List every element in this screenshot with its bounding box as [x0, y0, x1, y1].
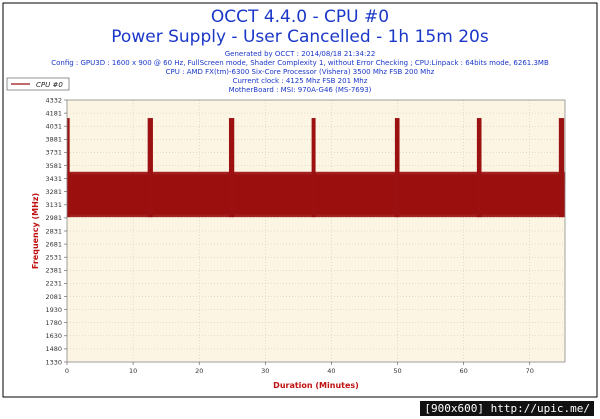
series-spike: [67, 118, 70, 218]
series-spike: [147, 118, 153, 218]
x-tick-label: 40: [327, 367, 335, 375]
x-tick-label: 20: [195, 367, 203, 375]
y-tick-label: 2531: [45, 254, 62, 262]
y-tick-label: 2381: [45, 267, 62, 275]
y-tick-label: 4181: [45, 109, 62, 117]
y-tick-label: 1480: [45, 345, 62, 353]
y-tick-label: 3881: [45, 136, 62, 144]
y-tick-label: 4031: [45, 123, 62, 131]
y-tick-label: 4332: [45, 96, 62, 104]
info-motherboard: MotherBoard : MSI: 970A-G46 (MS-7693): [229, 86, 372, 94]
footer-watermark: [900x600] http://upic.me/: [420, 401, 594, 416]
y-tick-label: 2081: [45, 293, 62, 301]
chart-title: OCCT 4.4.0 - CPU #0: [211, 7, 389, 27]
info-config: Config : GPU3D : 1600 x 900 @ 60 Hz, Ful…: [51, 59, 549, 67]
legend-label: CPU #0: [36, 81, 63, 89]
y-tick-label: 3431: [45, 175, 62, 183]
chart-subtitle: Power Supply - User Cancelled - 1h 15m 2…: [111, 27, 489, 47]
x-tick-label: 50: [393, 367, 401, 375]
y-tick-label: 3281: [45, 188, 62, 196]
y-tick-label: 3731: [45, 149, 62, 157]
series-band: [67, 174, 565, 215]
y-tick-label: 3581: [45, 162, 62, 170]
x-tick-label: 10: [129, 367, 137, 375]
y-tick-label: 2231: [45, 280, 62, 288]
y-tick-label: 1780: [45, 319, 62, 327]
x-axis-label: Duration (Minutes): [273, 381, 359, 390]
y-tick-label: 1630: [45, 332, 62, 340]
legend: CPU #0: [6, 77, 70, 91]
series-spike: [558, 118, 565, 218]
info-clock: Current clock : 4125 Mhz FSB 201 Mhz: [233, 77, 368, 85]
info-cpu: CPU : AMD FX(tm)-6300 Six-Core Processor…: [166, 68, 435, 76]
y-tick-label: 1330: [45, 358, 62, 366]
series-spike: [228, 118, 235, 218]
x-tick-label: 60: [460, 367, 468, 375]
series-cpu0: [66, 118, 566, 218]
x-tick-label: 30: [261, 367, 269, 375]
legend-box: [6, 77, 70, 91]
y-tick-label: 2681: [45, 240, 62, 248]
y-tick-label: 2981: [45, 214, 62, 222]
series-spike: [394, 118, 400, 218]
series-spike: [476, 118, 482, 218]
y-tick-label: 2831: [45, 227, 62, 235]
x-axis: 0 10 20 30 40 50 60 70: [65, 362, 534, 375]
y-axis: 1330 1480 1630 1780 1930 2081 2231 2381 2531 2681…: [45, 96, 67, 366]
info-generated: Generated by OCCT : 2014/08/18 21:34:22: [225, 50, 376, 58]
y-tick-label: 1930: [45, 306, 62, 314]
y-axis-label: Frequency (MHz): [31, 193, 40, 269]
x-tick-label: 0: [65, 367, 69, 375]
y-tick-label: 3131: [45, 201, 62, 209]
series-spike: [311, 118, 316, 218]
x-tick-label: 70: [526, 367, 534, 375]
